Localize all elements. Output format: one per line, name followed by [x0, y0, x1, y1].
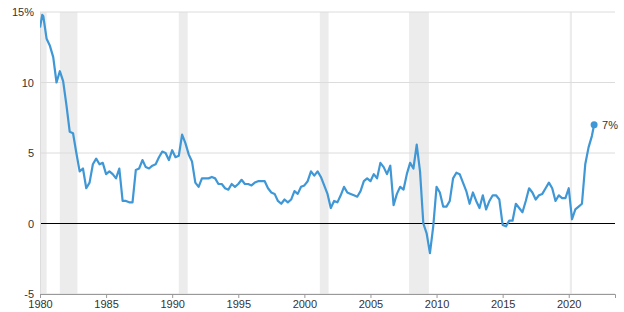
x-tick: 1995: [227, 294, 251, 310]
x-tick-label: 2000: [293, 298, 317, 310]
x-tick-label: 2015: [491, 298, 515, 310]
grid: [40, 12, 615, 294]
y-tick-label: 15%: [12, 6, 34, 18]
y-axis: -5051015%: [12, 6, 41, 300]
grid-line: [40, 153, 615, 154]
chart: -5051015%1980198519901995200020052010201…: [0, 0, 624, 312]
y-tick-label: 5: [28, 147, 34, 159]
x-tick: 2020: [557, 294, 581, 310]
x-axis: 1980 1985 1990 1995 2000 2005 2010 2015 2020: [28, 294, 615, 310]
series: [40, 15, 598, 253]
x-tick-label: 1995: [227, 298, 251, 310]
grid-line: [40, 12, 615, 13]
x-tick-label: 1985: [94, 298, 118, 310]
x-tick: 1980: [28, 294, 52, 310]
y-tick-label: 10: [22, 77, 34, 89]
x-axis-line: [41, 295, 616, 299]
y-axis-line: [40, 13, 41, 295]
end-marker: [591, 121, 598, 128]
x-tick: 2010: [425, 294, 449, 310]
y-tick-label: 0: [28, 218, 34, 230]
zero-line: [40, 223, 615, 224]
y-tick: 10: [22, 77, 40, 89]
y-tick: 0: [28, 218, 40, 230]
x-tick-label: 2005: [359, 298, 383, 310]
line: [40, 15, 594, 253]
x-tick: 1990: [160, 294, 184, 310]
x-tick-label: 2010: [425, 298, 449, 310]
x-tick-label: 1990: [160, 298, 184, 310]
x-tick-label: 2020: [557, 298, 581, 310]
y-tick: 5: [28, 147, 40, 159]
x-tick: 2005: [359, 294, 383, 310]
x-tick: 1985: [94, 294, 118, 310]
plot-area: -5051015%1980198519901995200020052010201…: [12, 6, 618, 310]
y-tick: 15%: [12, 6, 40, 18]
grid-line: [40, 82, 615, 83]
annotation: 7%: [602, 119, 618, 131]
x-tick: 2000: [293, 294, 317, 310]
x-tick-label: 1980: [28, 298, 52, 310]
x-tick: 2015: [491, 294, 515, 310]
